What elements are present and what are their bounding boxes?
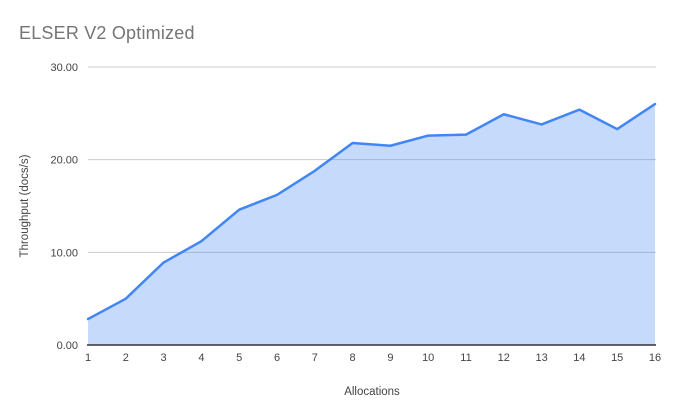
series-line (86, 102, 657, 321)
x-tick-label: 14 (573, 352, 585, 364)
x-tick-label: 9 (387, 352, 393, 364)
x-tick-label: 15 (611, 352, 623, 364)
x-tick-label: 6 (274, 352, 280, 364)
y-tick-label: 20.00 (50, 155, 78, 167)
x-tick-label: 16 (649, 352, 661, 364)
y-tick-label: 10.00 (50, 247, 78, 259)
y-axis-title: Throughput (docs/s) (19, 154, 31, 257)
x-tick-label: 4 (198, 352, 204, 364)
y-tick-label: 0.00 (57, 340, 78, 352)
x-tick-label: 8 (350, 352, 356, 364)
x-tick-label: 1 (85, 352, 91, 364)
x-tick-label: 7 (312, 352, 318, 364)
x-tick-label: 11 (460, 352, 471, 364)
x-tick-label: 2 (123, 352, 129, 364)
x-tick-label: 10 (422, 352, 434, 364)
x-tick-label: 3 (161, 352, 167, 364)
x-axis-title: Allocations (344, 386, 400, 398)
chart-title: ELSER V2 Optimized (19, 23, 195, 43)
x-tick-label: 5 (236, 352, 242, 364)
x-tick-label: 13 (535, 352, 547, 364)
x-tick-label: 12 (498, 352, 510, 364)
area-fill (88, 104, 655, 345)
y-tick-label: 30.00 (50, 62, 78, 74)
